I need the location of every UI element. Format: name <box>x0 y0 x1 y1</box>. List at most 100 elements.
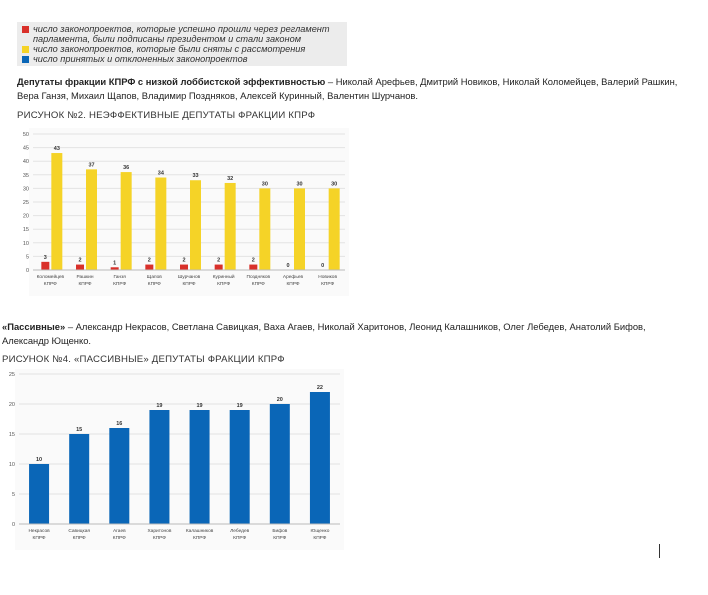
bar-3-0 <box>149 410 170 524</box>
data-label-1-0: 15 <box>76 427 82 433</box>
figure-2-title: РИСУНОК №2. НЕЭФФЕКТИВНЫЕ ДЕПУТАТЫ ФРАКЦ… <box>17 110 316 121</box>
data-label-8-1: 30 <box>331 181 337 187</box>
bar-0-0 <box>29 464 50 524</box>
y-tick-label-5: 25 <box>23 200 29 206</box>
x-tick-label-4: Шурчанов <box>178 274 201 280</box>
y-tick-label-2: 10 <box>23 241 29 247</box>
y-tick-label-6: 30 <box>23 186 29 192</box>
chart-ineffective-deputies: 05101520253035404550343КоломейцевКПРФ237… <box>23 128 349 296</box>
bar-7-1 <box>294 188 305 270</box>
x-tick-party-8: КПРФ <box>321 281 334 287</box>
bar-0-0 <box>41 261 50 270</box>
data-label-0-0: 3 <box>44 255 47 261</box>
x-tick-label-6: Бифов <box>272 528 287 534</box>
bar-1-0 <box>69 434 90 524</box>
x-tick-party-0: КПРФ <box>44 281 57 287</box>
y-tick-label-3: 15 <box>9 432 15 438</box>
legend-item-laws-cont: парламента, были подписаны президентом и… <box>23 34 301 44</box>
bar-1-0 <box>76 264 84 270</box>
x-tick-label-8: Новиков <box>318 274 337 280</box>
bar-2-0 <box>110 267 119 270</box>
x-tick-label-2: Ганзя <box>113 274 126 280</box>
legend-label-laws-line2: парламента, были подписаны президентом и… <box>33 34 301 44</box>
y-tick-label-10: 50 <box>23 132 29 138</box>
x-tick-label-7: Арефьев <box>283 274 304 280</box>
data-label-6-1: 30 <box>262 181 268 187</box>
bar-5-1 <box>224 182 236 270</box>
bar-6-0 <box>269 404 290 524</box>
bar-2-1 <box>120 172 132 270</box>
y-tick-label-1: 5 <box>26 254 29 260</box>
data-label-5-0: 19 <box>237 403 243 409</box>
x-tick-label-5: Лебедев <box>230 528 249 534</box>
bar-3-1 <box>155 177 167 270</box>
x-tick-label-0: Некрасов <box>28 528 50 534</box>
x-tick-label-4: Калашников <box>186 528 214 534</box>
paragraph-passive-line2: Александр Ющенко. <box>2 335 92 346</box>
paragraph-passive-text: – Александр Некрасов, Светлана Савицкая,… <box>65 321 646 332</box>
data-label-1-1: 37 <box>88 162 94 168</box>
x-tick-label-2: Агаев <box>113 528 126 534</box>
x-tick-label-0: Коломейцев <box>37 273 65 280</box>
y-tick-label-2: 10 <box>9 462 15 468</box>
x-tick-label-1: Савицкая <box>68 528 90 534</box>
data-label-6-0: 20 <box>277 397 283 403</box>
bar-8-1 <box>328 188 340 270</box>
paragraph-passive: «Пассивные» – Александр Некрасов, Светла… <box>2 320 646 334</box>
data-label-3-1: 34 <box>158 171 165 177</box>
paragraph-low-efficiency-text: – Николай Арефьев, Дмитрий Новиков, Нико… <box>325 76 678 87</box>
paragraph-low-efficiency-lead: Депутаты фракции КПРФ с низкой лоббистск… <box>17 76 326 87</box>
text-cursor <box>659 544 660 558</box>
data-label-7-0: 0 <box>286 263 289 269</box>
data-label-7-0: 22 <box>317 385 323 391</box>
bar-5-0 <box>229 410 250 524</box>
data-label-2-1: 36 <box>123 165 129 171</box>
paragraph-low-efficiency: Депутаты фракции КПРФ с низкой лоббистск… <box>17 75 677 89</box>
y-tick-label-4: 20 <box>23 214 29 220</box>
data-label-0-0: 10 <box>36 457 42 463</box>
x-tick-label-3: Харитонов <box>147 528 171 534</box>
legend: число законопроектов, которые успешно пр… <box>17 22 347 66</box>
x-tick-party-5: КПРФ <box>217 281 230 287</box>
y-tick-label-4: 20 <box>9 402 15 408</box>
x-tick-party-7: КПРФ <box>286 281 299 287</box>
y-tick-label-7: 35 <box>23 173 29 179</box>
y-tick-label-8: 40 <box>23 159 29 165</box>
data-label-1-0: 2 <box>78 258 81 264</box>
y-tick-label-0: 0 <box>12 522 15 528</box>
x-tick-party-5: КПРФ <box>233 535 246 541</box>
x-tick-party-0: КПРФ <box>33 535 46 541</box>
x-tick-party-3: КПРФ <box>148 281 161 287</box>
legend-swatch-yellow <box>22 46 29 53</box>
bar-5-0 <box>214 264 223 270</box>
x-tick-party-3: КПРФ <box>153 535 166 541</box>
data-label-4-0: 2 <box>182 258 185 264</box>
legend-item-withdrawn: число законопроектов, которые были сняты… <box>22 44 306 54</box>
x-tick-party-6: КПРФ <box>273 535 286 541</box>
data-label-2-0: 1 <box>113 260 116 266</box>
y-tick-label-9: 45 <box>23 146 29 152</box>
legend-item-laws: число законопроектов, которые успешно пр… <box>22 24 330 34</box>
bar-2-0 <box>109 428 130 524</box>
chart-passive-deputies: 051015202510НекрасовКПРФ15СавицкаяКПРФ16… <box>9 369 344 550</box>
x-tick-party-2: КПРФ <box>113 281 126 287</box>
bar-0-1 <box>51 153 63 270</box>
x-tick-party-6: КПРФ <box>252 281 265 287</box>
data-label-5-1: 32 <box>227 176 233 182</box>
bar-4-1 <box>190 180 201 270</box>
bar-4-0 <box>180 264 188 270</box>
data-label-7-1: 30 <box>296 181 302 187</box>
y-tick-label-1: 5 <box>12 492 15 498</box>
bar-4-0 <box>189 410 210 524</box>
x-tick-party-7: КПРФ <box>313 535 326 541</box>
legend-label-withdrawn: число законопроектов, которые были сняты… <box>33 44 306 54</box>
data-label-3-0: 2 <box>148 258 151 264</box>
y-tick-label-3: 15 <box>23 227 29 233</box>
x-tick-label-6: Поздняков <box>247 274 271 280</box>
x-tick-party-2: КПРФ <box>113 535 126 541</box>
legend-swatch-blue <box>22 56 29 63</box>
x-tick-label-7: Ющенко <box>310 528 329 534</box>
data-label-5-0: 2 <box>217 258 220 264</box>
data-label-4-1: 33 <box>192 173 198 179</box>
legend-item-passed: число принятых и отклоненных законопроек… <box>22 54 248 64</box>
